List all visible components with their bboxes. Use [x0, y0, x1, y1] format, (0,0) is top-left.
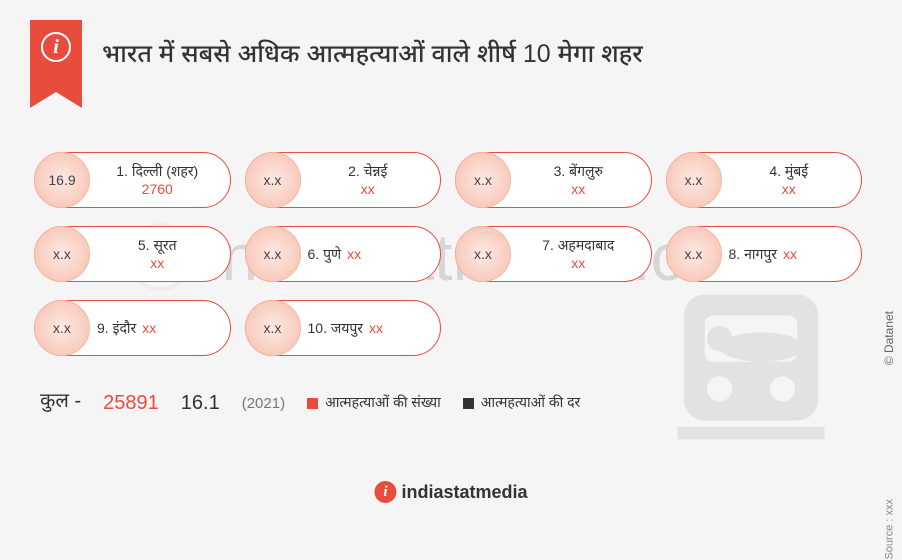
city-name: 8. नागपुर — [729, 245, 778, 263]
city-count: xx — [782, 180, 796, 198]
city-name: 10. जयपुर — [308, 319, 364, 337]
city-name: 1. दिल्ली (शहर) — [116, 162, 198, 180]
ribbon-badge: i — [30, 20, 82, 92]
city-count: 2760 — [142, 180, 173, 198]
legend-rate-label: आत्महत्याओं की दर — [481, 394, 580, 413]
city-count: xx — [142, 319, 156, 337]
city-pill: 16.91. दिल्ली (शहर)2760 — [34, 152, 231, 208]
city-pill: x.x 10. जयपुर xx — [245, 300, 442, 356]
footer: कुल - 25891 16.1 (2021) आत्महत्याओं की स… — [0, 366, 902, 416]
total-label: कुल - — [40, 390, 81, 416]
legend-rate-swatch — [463, 398, 474, 409]
rate-circle: x.x — [666, 152, 722, 208]
source-label: Source : xxx — [884, 499, 896, 560]
city-name: 9. इंदौर — [97, 319, 136, 337]
city-name: 5. सूरत — [138, 236, 177, 254]
pill-body: 7. अहमदाबादxx — [518, 236, 639, 272]
pill-body: 1. दिल्ली (शहर)2760 — [97, 162, 218, 198]
legend-count-swatch — [307, 398, 318, 409]
city-count: xx — [783, 245, 797, 263]
logo-text: indiastatmedia — [401, 482, 527, 503]
city-count: xx — [150, 254, 164, 272]
pill-body: 5. सूरतxx — [97, 236, 218, 272]
pill-body: 6. पुणे xx — [308, 245, 429, 263]
city-pill: x.x 6. पुणे xx — [245, 226, 442, 282]
city-name: 2. चेन्नई — [348, 162, 387, 180]
city-count: xx — [347, 245, 361, 263]
rate-circle: x.x — [455, 152, 511, 208]
header: i भारत में सबसे अधिक आत्महत्याओं वाले शी… — [0, 0, 902, 102]
brand-logo: i indiastatmedia — [374, 481, 527, 503]
rate-circle: x.x — [245, 226, 301, 282]
pill-body: 8. नागपुर xx — [729, 245, 850, 263]
page-title: भारत में सबसे अधिक आत्महत्याओं वाले शीर्… — [102, 40, 643, 73]
rate-circle: x.x — [245, 152, 301, 208]
datanet-label: © Datanet — [882, 311, 896, 365]
total-rate: 16.1 — [181, 392, 220, 415]
pill-body: 10. जयपुर xx — [308, 319, 429, 337]
city-count: xx — [571, 254, 585, 272]
total-count: 25891 — [103, 392, 159, 415]
rate-circle: x.x — [34, 226, 90, 282]
pill-body: 3. बेंगलुरुxx — [518, 162, 639, 198]
city-pill: x.x 8. नागपुर xx — [666, 226, 863, 282]
pill-body: 4. मुंबईxx — [729, 162, 850, 198]
city-count: xx — [571, 180, 585, 198]
city-pill: x.x3. बेंगलुरुxx — [455, 152, 652, 208]
city-count: xx — [361, 180, 375, 198]
city-pill: x.x4. मुंबईxx — [666, 152, 863, 208]
city-name: 3. बेंगलुरु — [554, 162, 603, 180]
logo-info-icon: i — [374, 481, 396, 503]
rate-circle: x.x — [245, 300, 301, 356]
legend-count-label: आत्महत्याओं की संख्या — [325, 394, 441, 413]
city-pill: x.x5. सूरतxx — [34, 226, 231, 282]
rate-circle: 16.9 — [34, 152, 90, 208]
year: (2021) — [242, 395, 285, 412]
city-pill: x.x 9. इंदौर xx — [34, 300, 231, 356]
city-name: 4. मुंबई — [769, 162, 808, 180]
legend-rate: आत्महत्याओं की दर — [463, 394, 580, 413]
pill-body: 9. इंदौर xx — [97, 319, 218, 337]
city-grid: 16.91. दिल्ली (शहर)2760x.x2. चेन्नईxxx.x… — [0, 102, 902, 366]
info-icon: i — [41, 32, 71, 62]
legend-count: आत्महत्याओं की संख्या — [307, 394, 441, 413]
city-pill: x.x2. चेन्नईxx — [245, 152, 442, 208]
pill-body: 2. चेन्नईxx — [308, 162, 429, 198]
city-name: 6. पुणे — [308, 245, 342, 263]
city-count: xx — [369, 319, 383, 337]
city-pill: x.x7. अहमदाबादxx — [455, 226, 652, 282]
rate-circle: x.x — [455, 226, 511, 282]
city-name: 7. अहमदाबाद — [542, 236, 614, 254]
rate-circle: x.x — [666, 226, 722, 282]
rate-circle: x.x — [34, 300, 90, 356]
